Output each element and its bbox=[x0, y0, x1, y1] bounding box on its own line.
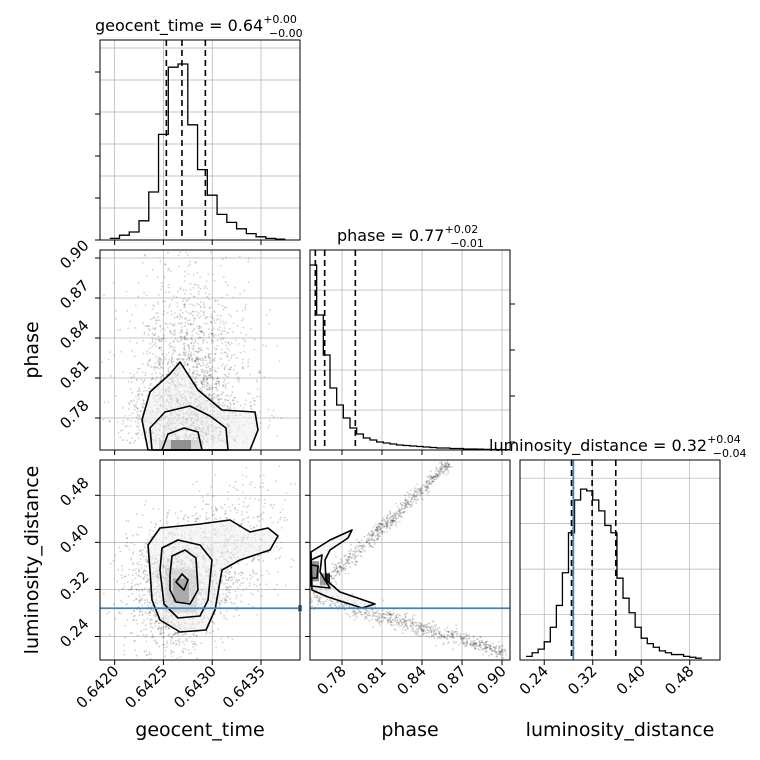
panel-luminosity-distance-vs-phase bbox=[309, 459, 511, 661]
y-tick-label: 0.90 bbox=[56, 236, 92, 272]
y-tick-label: 0.32 bbox=[56, 568, 92, 604]
y-tick-label: 0.84 bbox=[56, 316, 92, 352]
scatter-distance-phase bbox=[310, 460, 507, 660]
ylabel-luminosity-distance: luminosity_distance bbox=[21, 466, 43, 655]
x-tick-label: 0.24 bbox=[516, 662, 552, 698]
contour-inner bbox=[169, 549, 199, 605]
x-tick-label: 0.40 bbox=[613, 662, 649, 698]
x-tick-label: 0.48 bbox=[661, 662, 697, 698]
panel-luminosity-distance-vs-geocent-time bbox=[99, 459, 301, 661]
panel-phase-hist bbox=[309, 249, 511, 451]
x-tick-label: 0.32 bbox=[564, 662, 600, 698]
contour-mid bbox=[310, 554, 331, 589]
y-tick-label: 0.48 bbox=[56, 474, 92, 510]
x-tick-label: 0.6425 bbox=[121, 662, 171, 712]
x-tick-label: 0.78 bbox=[313, 662, 349, 698]
ylabel-phase: phase bbox=[21, 321, 43, 378]
x-tick-label: 0.6435 bbox=[219, 662, 269, 712]
x-tick-label: 0.6420 bbox=[73, 662, 123, 712]
xlabel-phase: phase bbox=[381, 719, 438, 741]
title-geocent-time: geocent_time = 0.64+0.00 −0.00 bbox=[95, 13, 303, 40]
geocent-time-histogram bbox=[109, 63, 286, 240]
y-tick-label: 0.81 bbox=[56, 356, 92, 392]
luminosity-distance-histogram bbox=[526, 488, 702, 659]
contour-inner bbox=[310, 564, 319, 579]
y-tick-label: 0.87 bbox=[56, 276, 92, 312]
y-tick-label: 0.24 bbox=[56, 615, 92, 651]
x-tick-label: 0.87 bbox=[433, 662, 469, 698]
x-tick-label: 0.81 bbox=[353, 662, 389, 698]
contour-outer bbox=[141, 361, 259, 451]
y-tick-label: 0.40 bbox=[56, 521, 92, 557]
contour-outer bbox=[310, 529, 376, 609]
xlabel-geocent-time: geocent_time bbox=[135, 719, 264, 741]
title-phase: phase = 0.77+0.02 −0.01 bbox=[337, 223, 484, 250]
contour-mid bbox=[159, 539, 213, 619]
panel-luminosity-distance-hist bbox=[519, 459, 721, 661]
title-luminosity-distance: luminosity_distance = 0.32+0.04 −0.04 bbox=[489, 433, 747, 460]
xlabel-luminosity-distance: luminosity_distance bbox=[526, 719, 715, 741]
panel-geocent-time-hist bbox=[99, 39, 301, 241]
y-tick-label: 0.78 bbox=[56, 396, 92, 432]
x-tick-label: 0.6430 bbox=[170, 662, 220, 712]
contour-outer bbox=[147, 519, 279, 633]
x-tick-label: 0.84 bbox=[393, 662, 429, 698]
phase-histogram bbox=[310, 264, 510, 451]
x-tick-label: 0.90 bbox=[473, 662, 509, 698]
contour-mid bbox=[149, 405, 229, 451]
panel-phase-vs-geocent-time bbox=[99, 249, 301, 451]
contour-core bbox=[175, 573, 189, 591]
